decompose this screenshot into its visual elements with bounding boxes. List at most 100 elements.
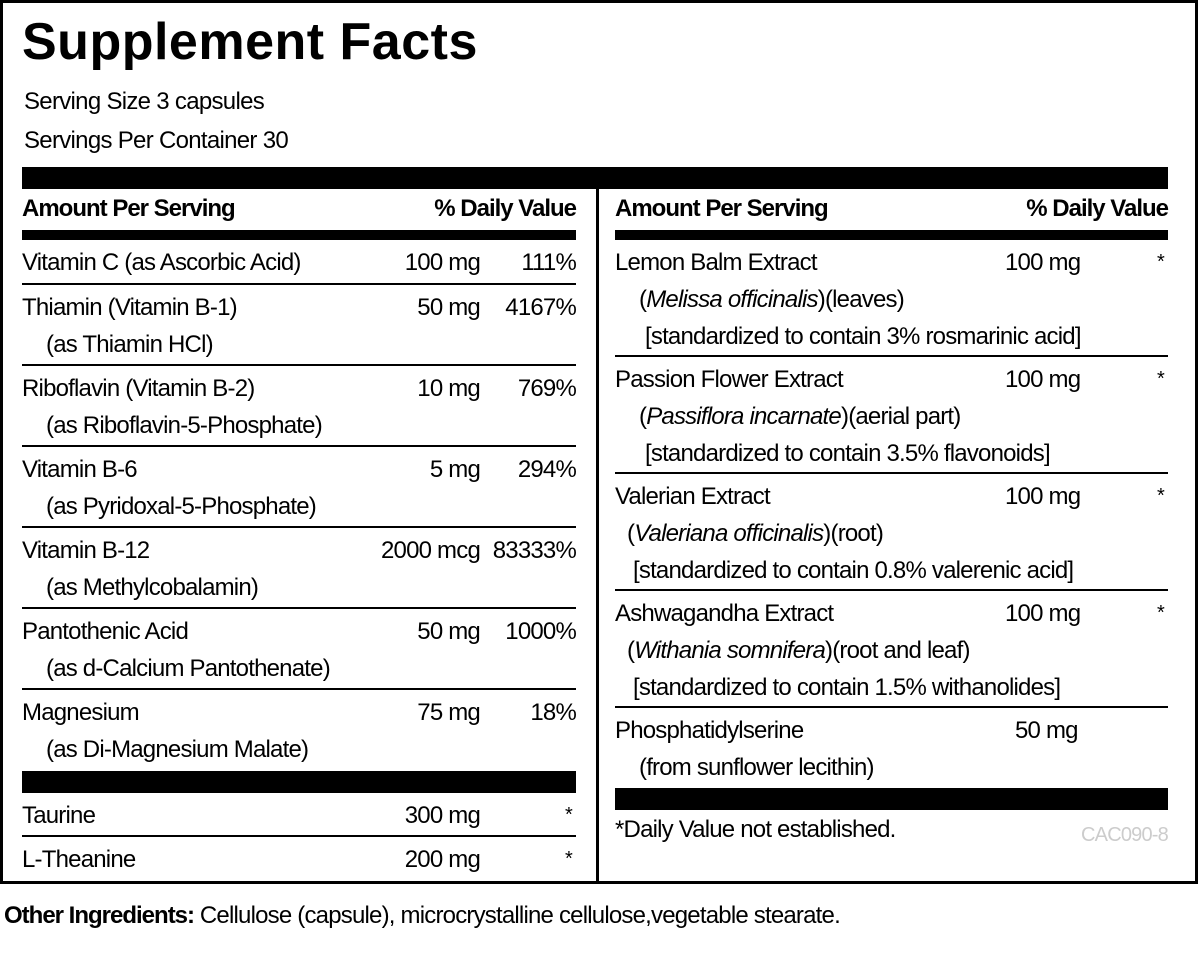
daily-value-heading: % Daily Value [434, 194, 577, 222]
left-column: Amount Per Serving % Daily Value Vitamin… [22, 189, 577, 881]
latin-name: Melissa officinalis [646, 286, 818, 313]
ingredient-amount: 50 mg [1015, 717, 1079, 744]
nutrient-name: Thiamin (Vitamin B-1) [22, 294, 238, 321]
nutrient-daily-value: 18% [530, 699, 576, 726]
supplement-facts-panel [0, 0, 1198, 884]
ingredient-name: Valerian Extract [615, 483, 771, 510]
nutrient-name: Vitamin B-6 [22, 456, 138, 483]
left-mid-rule [22, 771, 576, 793]
amount-per-serving-heading: Amount Per Serving [615, 194, 829, 222]
ingredient-daily-value: * [1157, 251, 1165, 273]
nutrient-row: Vitamin B-12 (as Methylcobalamin) 2000 mcg… [22, 528, 577, 609]
nutrient-amount: 75 mg [417, 699, 481, 726]
ingredient-row: Taurine 300 mg * [22, 793, 576, 837]
ingredient-row: Lemon Balm Extract (Melissa officinalis)(… [615, 240, 1168, 357]
daily-value-heading: % Daily Value [1026, 194, 1169, 222]
nutrient-amount: 10 mg [417, 375, 481, 402]
ingredient-amount: 100 mg [1005, 483, 1081, 510]
nutrient-row: Vitamin B-6 (as Pyridoxal-5-Phosphate) 5 m… [22, 447, 577, 528]
left-header: Amount Per Serving % Daily Value [22, 189, 577, 240]
standardization: [standardized to contain 3% rosmarinic a… [645, 323, 1082, 350]
ingredient-daily-value: * [565, 804, 573, 826]
nutrient-row: Vitamin C (as Ascorbic Acid) 100 mg 111% [22, 240, 577, 285]
ingredient-daily-value: * [1157, 602, 1165, 624]
footnote: *Daily Value not established. [615, 816, 896, 843]
nutrient-amount: 2000 mcg [381, 537, 481, 564]
other-ingredients-text: Cellulose (capsule), microcrystalline ce… [194, 902, 841, 929]
right-header: Amount Per Serving % Daily Value [615, 189, 1169, 240]
nutrient-daily-value: 769% [517, 375, 577, 402]
serving-size: Serving Size 3 capsules [24, 88, 265, 115]
standardization: [standardized to contain 1.5% withanolid… [633, 674, 1061, 701]
nutrient-amount: 100 mg [404, 249, 481, 276]
nutrient-source: (as Di-Magnesium Malate) [46, 736, 309, 763]
nutrient-daily-value: 294% [517, 456, 577, 483]
ingredient-name: Lemon Balm Extract [615, 249, 817, 276]
ingredient-row: Ashwagandha Extract (Withania somnifera)(… [615, 591, 1168, 708]
nutrient-source: (as Pyridoxal-5-Phosphate) [46, 493, 317, 520]
ingredient-amount: 100 mg [1005, 600, 1081, 627]
other-ingredients: Other Ingredients: Cellulose (capsule), … [4, 902, 841, 930]
nutrient-row: Magnesium (as Di-Magnesium Malate) 75 mg 18… [22, 690, 577, 771]
panel-title: Supplement Facts [22, 13, 478, 71]
nutrient-amount: 50 mg [417, 294, 481, 321]
nutrient-amount: 50 mg [417, 618, 481, 645]
nutrient-daily-value: 111% [521, 249, 576, 276]
nutrient-name: Riboflavin (Vitamin B-2) [22, 375, 255, 402]
ingredient-name: Passion Flower Extract [615, 366, 844, 393]
ingredient-row: L-Theanine 200 mg * [22, 837, 576, 881]
ingredient-row: Passion Flower Extract (Passiflora incarn… [615, 357, 1168, 474]
ingredient-amount: 100 mg [1005, 366, 1081, 393]
nutrient-daily-value: 83333% [492, 537, 577, 564]
nutrient-source: (as d-Calcium Pantothenate) [46, 655, 331, 682]
nutrient-daily-value: 1000% [505, 618, 577, 645]
ingredient-source: (from sunflower lecithin) [639, 754, 875, 781]
nutrient-row: Pantothenic Acid (as d-Calcium Pantothena… [22, 609, 577, 690]
ingredient-row: Valerian Extract (Valeriana officinalis)(… [615, 474, 1168, 591]
latin-name: Withania somnifera [634, 637, 826, 664]
footer: *Daily Value not established. CAC090-8 [615, 810, 1169, 847]
ingredient-name: L-Theanine [22, 846, 136, 873]
standardization: [standardized to contain 0.8% valerenic … [633, 557, 1074, 584]
plant-part: (root and leaf) [832, 637, 970, 664]
latin-name: Passiflora incarnate [646, 403, 842, 430]
column-divider [596, 189, 599, 883]
nutrient-amount: 5 mg [429, 456, 481, 483]
nutrient-name: Vitamin B-12 [22, 537, 150, 564]
ingredient-daily-value: * [565, 848, 573, 870]
plant-part: (root) [830, 520, 884, 547]
latin-name: Valeriana officinalis [634, 520, 824, 547]
ingredient-name: Ashwagandha Extract [615, 600, 834, 627]
ingredient-botanical: (Withania somnifera)(root and leaf) [627, 637, 970, 664]
amount-per-serving-heading: Amount Per Serving [22, 194, 236, 222]
ingredient-name: Phosphatidylserine [615, 717, 804, 744]
nutrient-source: (as Riboflavin-5-Phosphate) [46, 412, 323, 439]
ingredient-botanical: (Valeriana officinalis)(root) [627, 520, 884, 547]
plant-part: (leaves) [824, 286, 905, 313]
nutrient-row: Thiamin (Vitamin B-1) (as Thiamin HCl) 50 … [22, 285, 577, 366]
ingredient-amount: 300 mg [404, 802, 481, 829]
ingredient-daily-value: * [1157, 485, 1165, 507]
other-ingredients-label: Other Ingredients: [4, 902, 195, 929]
ingredient-daily-value: * [1157, 368, 1165, 390]
nutrient-name: Pantothenic Acid [22, 618, 189, 645]
ingredient-amount: 100 mg [1005, 249, 1081, 276]
standardization: [standardized to contain 3.5% flavonoids… [645, 440, 1051, 467]
right-bottom-rule [615, 788, 1168, 810]
nutrient-row: Riboflavin (Vitamin B-2) (as Riboflavin-5… [22, 366, 577, 447]
ingredient-botanical: (Melissa officinalis)(leaves) [639, 286, 905, 313]
ingredient-amount: 200 mg [404, 846, 481, 873]
top-rule [22, 167, 1168, 189]
plant-part: (aerial part) [848, 403, 961, 430]
nutrient-source: (as Thiamin HCl) [46, 331, 214, 358]
nutrient-daily-value: 4167% [505, 294, 577, 321]
servings-per-container: Servings Per Container 30 [24, 127, 289, 154]
right-column: Amount Per Serving % Daily Value Lemon B… [615, 189, 1169, 847]
nutrient-name: Magnesium [22, 699, 140, 726]
ingredient-botanical: (Passiflora incarnate)(aerial part) [639, 403, 961, 430]
ingredient-name: Taurine [22, 802, 96, 829]
product-code: CAC090-8 [1081, 824, 1169, 846]
nutrient-source: (as Methylcobalamin) [46, 574, 259, 601]
nutrient-name: Vitamin C (as Ascorbic Acid) [22, 249, 301, 276]
ingredient-row-phosphatidylserine: Phosphatidylserine (from sunflower lecit… [615, 708, 1168, 788]
